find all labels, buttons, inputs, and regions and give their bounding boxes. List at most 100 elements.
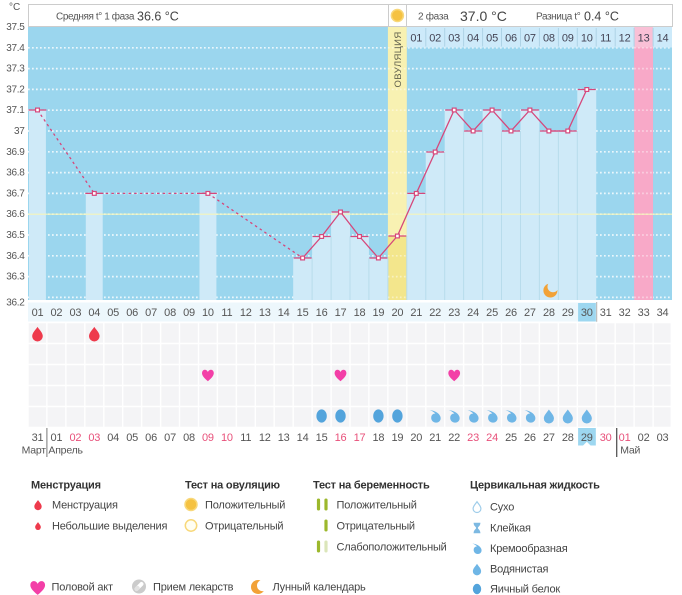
- svg-text:29: 29: [562, 307, 574, 319]
- svg-text:25: 25: [505, 432, 517, 444]
- svg-text:19: 19: [391, 432, 403, 444]
- svg-text:Половой акт: Половой акт: [52, 582, 114, 594]
- svg-text:13: 13: [278, 432, 290, 444]
- svg-text:05: 05: [126, 432, 138, 444]
- svg-text:04: 04: [467, 33, 479, 45]
- svg-text:06: 06: [126, 307, 138, 319]
- svg-text:36.6 °C: 36.6 °C: [137, 10, 179, 24]
- svg-text:Средняя t° 1 фаза: Средняя t° 1 фаза: [56, 11, 135, 23]
- svg-text:37.0 °C: 37.0 °C: [460, 8, 507, 24]
- svg-text:15: 15: [316, 432, 328, 444]
- svg-text:02: 02: [69, 432, 81, 444]
- svg-text:17: 17: [354, 432, 366, 444]
- svg-text:Апрель: Апрель: [48, 445, 83, 457]
- svg-text:Сухо: Сухо: [490, 502, 514, 514]
- svg-text:Менструация: Менструация: [31, 480, 101, 492]
- svg-text:23: 23: [448, 307, 460, 319]
- svg-text:03: 03: [657, 432, 669, 444]
- svg-text:0.4 °C: 0.4 °C: [584, 10, 619, 24]
- svg-text:28: 28: [543, 307, 555, 319]
- svg-text:ОВУЛЯЦИЯ: ОВУЛЯЦИЯ: [393, 31, 404, 87]
- svg-text:Слабоположительный: Слабоположительный: [337, 542, 447, 554]
- svg-text:08: 08: [183, 432, 195, 444]
- svg-text:11: 11: [240, 432, 251, 444]
- svg-text:36.2: 36.2: [6, 298, 25, 309]
- svg-text:37: 37: [14, 126, 25, 137]
- svg-text:01: 01: [50, 432, 62, 444]
- svg-text:30: 30: [581, 307, 593, 319]
- svg-text:01: 01: [32, 307, 44, 319]
- svg-text:14: 14: [297, 432, 309, 444]
- svg-text:Цервикальная жидкость: Цервикальная жидкость: [470, 480, 600, 492]
- svg-text:03: 03: [88, 432, 100, 444]
- svg-text:24: 24: [486, 432, 498, 444]
- svg-text:08: 08: [543, 33, 555, 45]
- svg-text:36.3: 36.3: [6, 272, 25, 283]
- svg-text:Небольшие выделения: Небольшие выделения: [52, 521, 167, 533]
- svg-text:37.3: 37.3: [6, 64, 25, 75]
- svg-text:Март: Март: [22, 445, 47, 457]
- svg-text:07: 07: [145, 307, 157, 319]
- svg-text:31: 31: [32, 432, 44, 444]
- svg-text:11: 11: [221, 307, 232, 319]
- svg-text:12: 12: [619, 33, 631, 45]
- svg-text:Тест на овуляцию: Тест на овуляцию: [185, 480, 280, 492]
- svg-text:22: 22: [429, 307, 441, 319]
- svg-text:20: 20: [410, 432, 422, 444]
- svg-text:25: 25: [486, 307, 498, 319]
- svg-text:07: 07: [164, 432, 176, 444]
- svg-text:Положительный: Положительный: [205, 500, 285, 512]
- svg-text:06: 06: [145, 432, 157, 444]
- svg-text:31: 31: [600, 307, 612, 319]
- svg-text:09: 09: [183, 307, 195, 319]
- svg-text:09: 09: [562, 33, 574, 45]
- svg-text:Менструация: Менструация: [52, 500, 118, 512]
- svg-text:23: 23: [467, 432, 479, 444]
- svg-text:Яичный белок: Яичный белок: [490, 584, 560, 595]
- svg-text:26: 26: [524, 432, 536, 444]
- svg-text:24: 24: [467, 307, 479, 319]
- svg-text:02: 02: [50, 307, 62, 319]
- svg-text:37.2: 37.2: [6, 84, 25, 95]
- svg-text:36.4: 36.4: [6, 251, 25, 262]
- svg-text:Кремообразная: Кремообразная: [490, 543, 568, 555]
- svg-text:17: 17: [335, 307, 347, 319]
- svg-text:04: 04: [88, 307, 100, 319]
- svg-text:Отрицательный: Отрицательный: [337, 521, 415, 533]
- svg-text:06: 06: [505, 33, 517, 45]
- svg-text:03: 03: [448, 33, 460, 45]
- svg-text:27: 27: [524, 307, 536, 319]
- svg-text:37.4: 37.4: [6, 43, 25, 54]
- svg-text:10: 10: [581, 33, 593, 45]
- svg-text:21: 21: [429, 432, 441, 444]
- svg-text:Лунный календарь: Лунный календарь: [273, 582, 367, 594]
- svg-text:13: 13: [638, 33, 650, 45]
- svg-text:Прием лекарств: Прием лекарств: [153, 582, 234, 594]
- svg-text:20: 20: [391, 307, 403, 319]
- svg-text:36.7: 36.7: [6, 188, 25, 199]
- svg-text:19: 19: [372, 307, 384, 319]
- svg-text:37.1: 37.1: [6, 105, 25, 116]
- svg-text:13: 13: [259, 307, 271, 319]
- svg-text:14: 14: [657, 33, 669, 45]
- svg-text:05: 05: [107, 307, 119, 319]
- svg-text:08: 08: [164, 307, 176, 319]
- svg-text:04: 04: [107, 432, 119, 444]
- svg-text:01: 01: [619, 432, 631, 444]
- svg-text:32: 32: [619, 307, 631, 319]
- svg-text:Разница t°: Разница t°: [536, 12, 581, 23]
- svg-text:16: 16: [316, 307, 328, 319]
- svg-text:07: 07: [524, 33, 536, 45]
- svg-text:Водянистая: Водянистая: [490, 564, 549, 576]
- svg-text:Положительный: Положительный: [337, 500, 417, 512]
- svg-text:22: 22: [448, 432, 460, 444]
- svg-text:09: 09: [202, 432, 214, 444]
- svg-text:Май: Май: [620, 445, 640, 457]
- svg-text:02: 02: [638, 432, 650, 444]
- svg-text:36.8: 36.8: [6, 168, 25, 179]
- svg-text:05: 05: [486, 33, 498, 45]
- svg-text:37.5: 37.5: [6, 22, 25, 33]
- svg-text:36.9: 36.9: [6, 147, 25, 158]
- svg-text:33: 33: [638, 307, 650, 319]
- svg-text:18: 18: [354, 307, 366, 319]
